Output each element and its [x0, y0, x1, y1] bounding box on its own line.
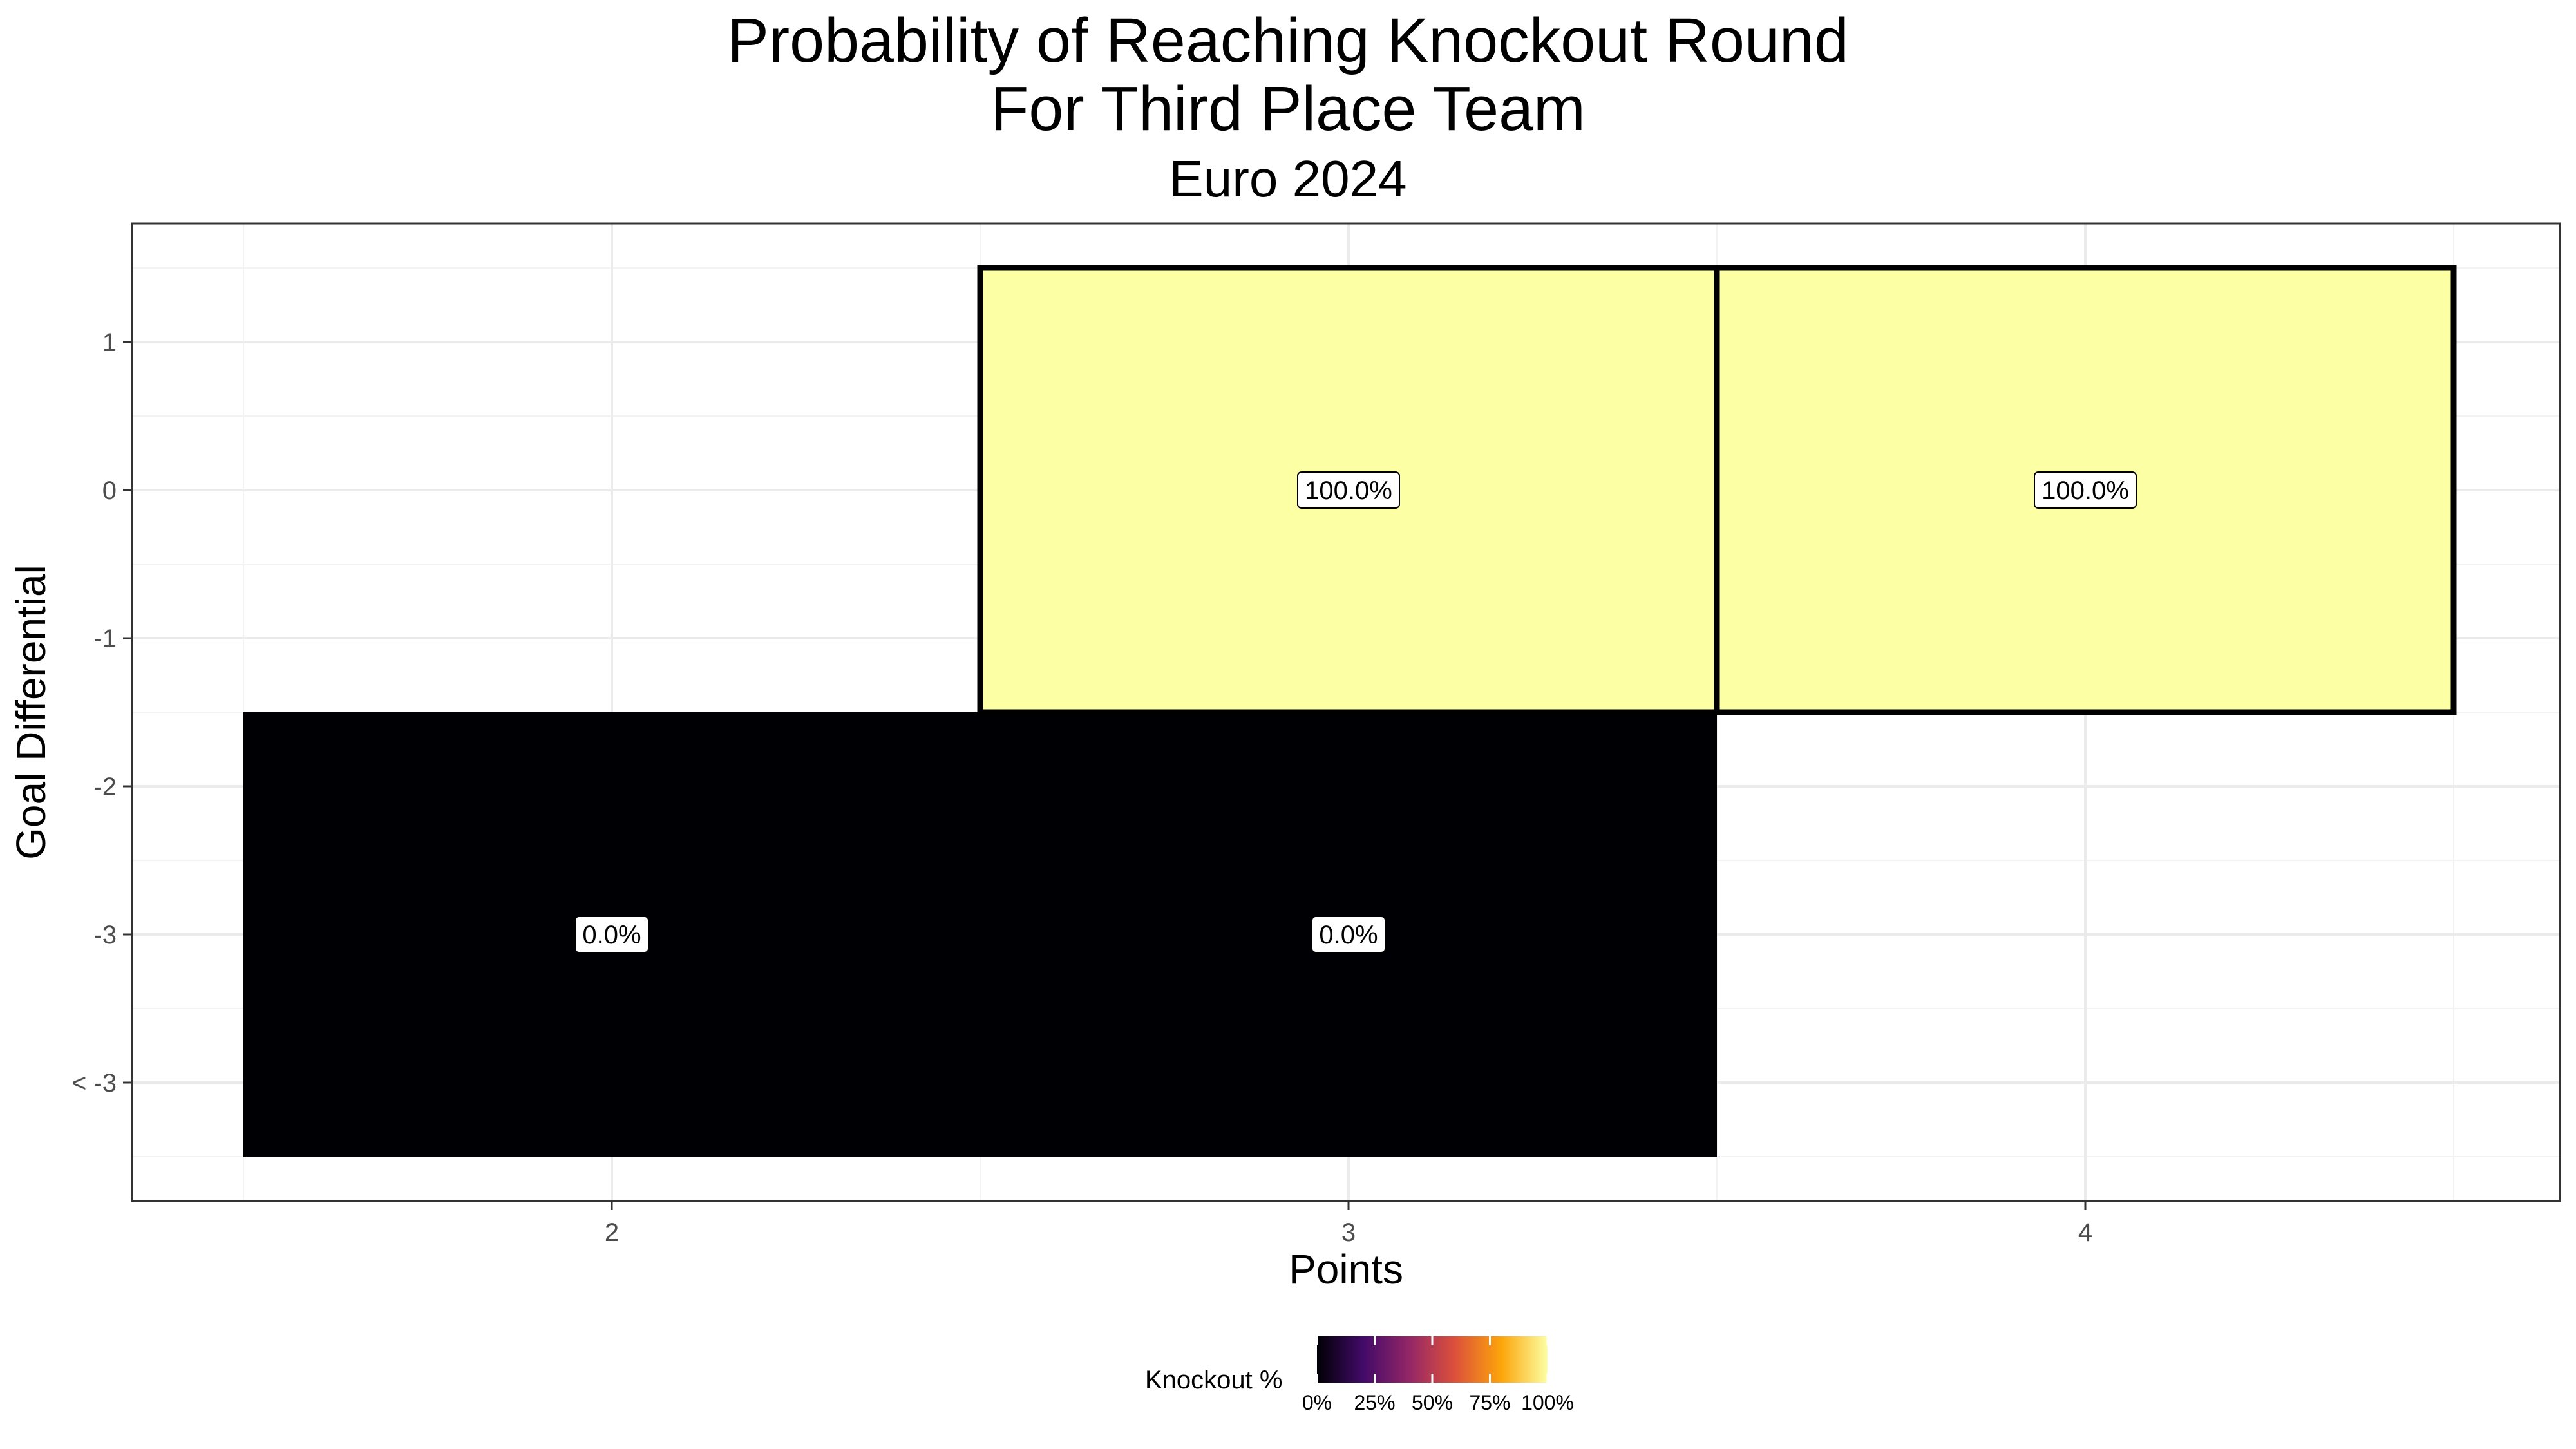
legend-tick-label: 25%	[1354, 1391, 1395, 1414]
y-tick-label: -1	[93, 625, 117, 653]
legend-tick-label: 75%	[1469, 1391, 1510, 1414]
panel-border	[131, 222, 2561, 1202]
legend: Knockout % 0% 25% 50% 75% 100%	[1145, 1336, 1574, 1414]
y-tick-label: -2	[93, 773, 117, 801]
cell-labels: 0.0% 0.0% 100.0% 100.0%	[574, 471, 2137, 953]
x-tick-label: 3	[1341, 1218, 1356, 1247]
cell-label-box	[1311, 916, 1386, 953]
chart-subtitle: Euro 2024	[1169, 150, 1407, 207]
legend-title: Knockout %	[1145, 1366, 1282, 1394]
y-tick-label: 0	[102, 477, 117, 505]
axes: 2 3 4 < -3 -3 -2 -1 0 1	[71, 328, 2092, 1247]
chart-title-line-1: Probability of Reaching Knockout Round	[727, 5, 1849, 75]
chart-title-line-2: For Third Place Team	[990, 73, 1586, 144]
cell-label-box	[1297, 471, 1400, 509]
legend-tick-label: 50%	[1412, 1391, 1453, 1414]
cell-value-label: 0.0%	[1319, 921, 1378, 949]
legend-tick-label: 0%	[1302, 1391, 1332, 1414]
cell-value-label: 100.0%	[2041, 477, 2129, 505]
cell-label-box	[574, 916, 649, 953]
legend-tick-label: 100%	[1521, 1391, 1574, 1414]
y-tick-label: 1	[102, 328, 117, 357]
cell-label-box	[2034, 471, 2137, 509]
x-tick-label: 4	[2078, 1218, 2092, 1247]
cell-outlines	[977, 265, 2457, 715]
x-tick-label: 2	[605, 1218, 619, 1247]
cell-value-label: 0.0%	[582, 921, 641, 949]
y-tick-label: -3	[93, 921, 117, 949]
y-tick-label: < -3	[71, 1069, 117, 1097]
cell-value-label: 100.0%	[1305, 477, 1392, 505]
y-axis-title: Goal Differential	[8, 565, 54, 860]
x-axis-title: Points	[1289, 1246, 1403, 1293]
cell-outline	[1714, 265, 2457, 715]
